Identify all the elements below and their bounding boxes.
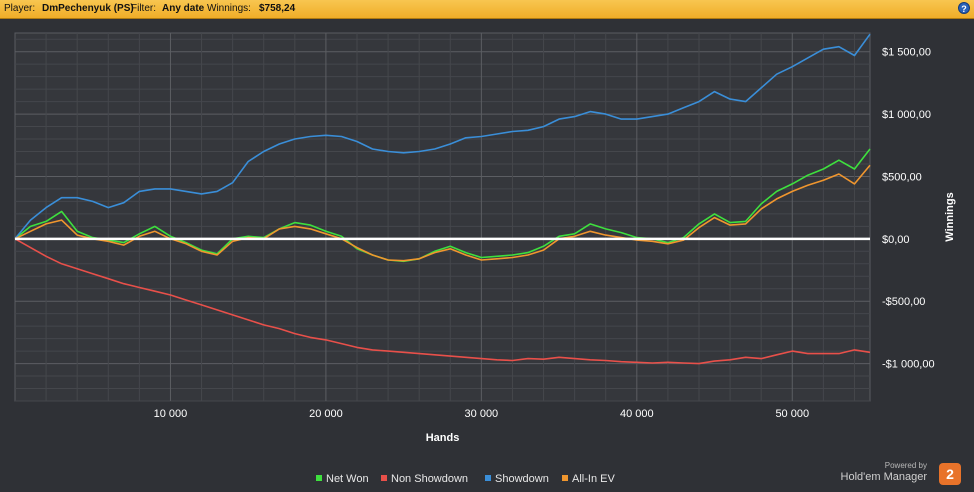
hem-logo-icon: 2 bbox=[939, 463, 961, 485]
player-label: Player: bbox=[4, 3, 36, 14]
y-axis: $1 500,00 $1 000,00 $500,00 $0,00 -$500,00 -$… bbox=[882, 47, 935, 371]
legend-label: Showdown bbox=[495, 473, 549, 485]
x-tick-label: 30 000 bbox=[465, 408, 499, 420]
winnings-value: $758,24 bbox=[259, 3, 296, 14]
branding: Powered by Hold'em Manager 2 bbox=[825, 461, 965, 487]
filter-value: Any date bbox=[162, 3, 205, 14]
x-tick-label: 20 000 bbox=[309, 408, 343, 420]
legend-swatch bbox=[316, 475, 322, 481]
y-axis-label: Winnings bbox=[944, 192, 956, 241]
series-line-showdown bbox=[14, 33, 871, 240]
legend-item-non-showdown[interactable]: Non Showdown bbox=[381, 473, 468, 485]
y-tick-label: $500,00 bbox=[882, 171, 922, 183]
series-line-net-won bbox=[14, 148, 871, 263]
filter-bar: Player: DmPechenyuk (PS) Filter: Any dat… bbox=[0, 0, 974, 19]
series-line-all-in-ev bbox=[14, 164, 871, 262]
x-axis-label: Hands bbox=[426, 432, 460, 444]
legend-label: Non Showdown bbox=[391, 473, 469, 485]
legend-item-showdown[interactable]: Showdown bbox=[485, 473, 549, 485]
product-name: Hold'em Manager bbox=[840, 471, 927, 483]
y-tick-label: -$500,00 bbox=[882, 296, 925, 308]
legend-item-net-won[interactable]: Net Won bbox=[316, 473, 369, 485]
player-value: DmPechenyuk (PS) bbox=[42, 3, 134, 14]
powered-by-text: Powered by bbox=[884, 461, 927, 470]
chart-legend: Net Won Non Showdown Showdown All-In EV bbox=[0, 473, 974, 487]
legend-swatch bbox=[381, 475, 387, 481]
x-tick-label: 40 000 bbox=[620, 408, 654, 420]
filter-label: Filter: bbox=[131, 3, 156, 14]
x-tick-label: 10 000 bbox=[154, 408, 188, 420]
winnings-graph: $1 500,00 $1 000,00 $500,00 $0,00 -$500,00 -$… bbox=[14, 32, 956, 444]
x-tick-label: 50 000 bbox=[775, 408, 809, 420]
legend-swatch bbox=[485, 475, 491, 481]
y-tick-label: -$1 000,00 bbox=[882, 359, 935, 371]
winnings-label: Winnings: bbox=[207, 3, 251, 14]
help-icon[interactable]: ? bbox=[958, 2, 970, 14]
legend-label: All-In EV bbox=[572, 473, 615, 485]
series-lines bbox=[14, 33, 871, 365]
series-line-non-showdown bbox=[14, 238, 871, 365]
legend-item-all-in-ev[interactable]: All-In EV bbox=[562, 473, 615, 485]
legend-swatch bbox=[562, 475, 568, 481]
y-tick-label: $1 500,00 bbox=[882, 47, 931, 59]
x-axis: 10 000 20 000 30 000 40 000 50 000 bbox=[154, 408, 809, 420]
legend-label: Net Won bbox=[326, 473, 369, 485]
plot-area bbox=[14, 32, 871, 402]
y-tick-label: $1 000,00 bbox=[882, 109, 931, 121]
y-tick-label: $0,00 bbox=[882, 234, 910, 246]
